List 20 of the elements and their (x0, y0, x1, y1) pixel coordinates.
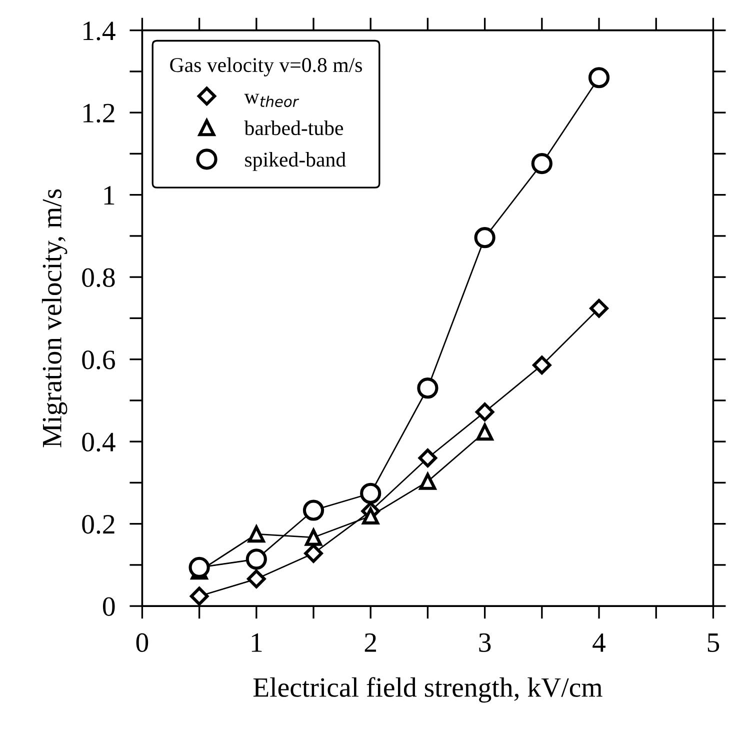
y-tick-label: 0.8 (82, 268, 115, 288)
x-tick-label: 0 (136, 633, 148, 652)
x-axis-title: Electrical field strength, kV/cm (253, 677, 602, 703)
y-tick-label: 1 (104, 186, 114, 204)
y-tick-label: 0.2 (82, 514, 114, 534)
x-tick-label: 3 (479, 633, 491, 652)
y-tick-label: 0 (102, 597, 115, 616)
x-tick-label: 4 (592, 633, 606, 652)
legend-label: w$_{theor}$ (244, 94, 300, 108)
legend-label: spiked-band (245, 152, 346, 171)
y-tick-label: 0.6 (82, 350, 115, 370)
legend-label: barbed-tube (244, 120, 344, 136)
y-tick-label: 0.4 (82, 432, 116, 452)
legend-title: Gas velocity v=0.8 m/s (170, 57, 362, 76)
y-tick-label: 1.2 (84, 104, 114, 123)
x-tick-label: 2 (364, 633, 376, 652)
y-axis-title: Migration velocity, m/s (42, 189, 68, 448)
y-tick-label: 1.4 (84, 22, 116, 40)
x-tick-label: 5 (708, 634, 720, 652)
x-tick-label: 1 (252, 633, 262, 652)
